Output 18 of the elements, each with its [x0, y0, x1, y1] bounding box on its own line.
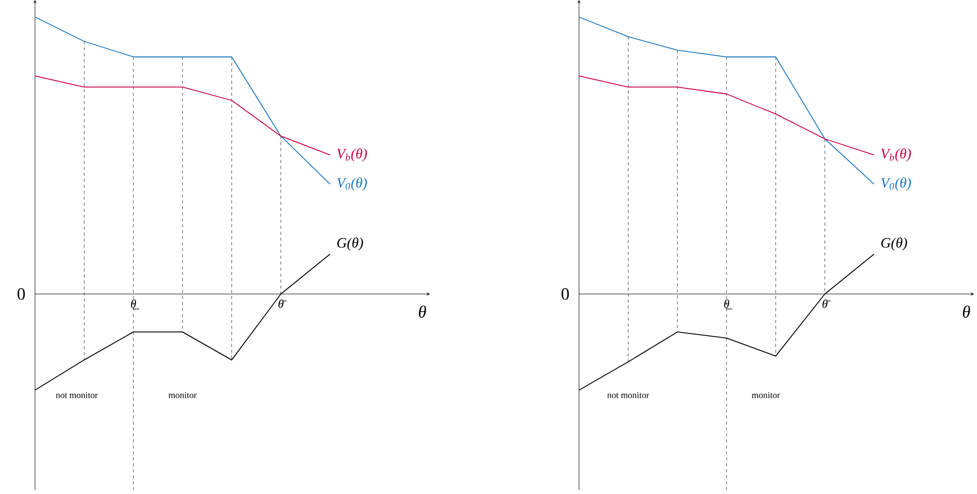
text: not monitor: [607, 392, 650, 398]
text: monitor: [168, 392, 197, 398]
text: monitor: [752, 392, 780, 398]
x-tick-label: θ̄: [278, 300, 287, 308]
series-label: V$_{b}$(θ): [881, 148, 911, 162]
series-label: V$_{b}$(θ): [337, 148, 367, 162]
series-label: G(θ): [337, 238, 364, 251]
text: not monitor: [56, 392, 98, 398]
x-axis-title: θ: [962, 305, 970, 318]
x-tick-label: θ̲: [130, 300, 140, 310]
series-label: V$_{0}$(θ): [881, 177, 911, 191]
x-tick-label: θ̄: [822, 300, 831, 308]
series-label: G(θ): [881, 238, 908, 251]
x-axis-title: θ: [418, 305, 426, 318]
annotation: 0: [562, 288, 569, 300]
x-tick-label: θ̲: [724, 300, 732, 310]
annotation: 0: [18, 288, 25, 300]
series-label: V$_{0}$(θ): [337, 177, 367, 191]
